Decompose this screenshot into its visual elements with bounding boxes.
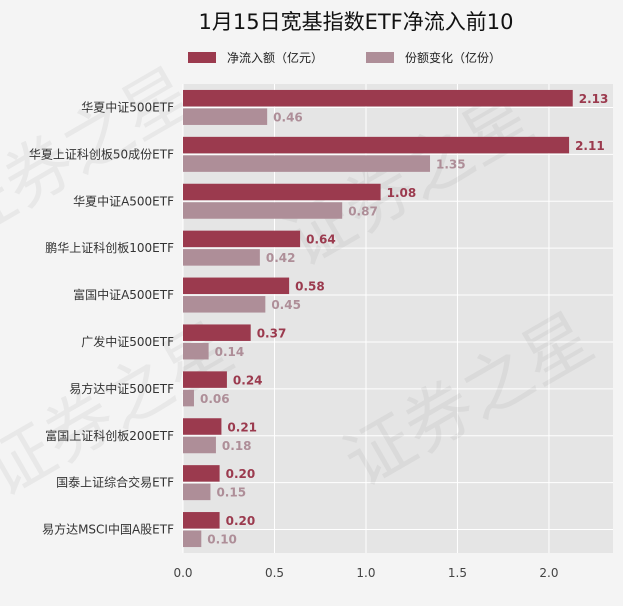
bar-share-change bbox=[183, 155, 431, 172]
bar-net-inflow bbox=[183, 324, 251, 341]
data-label-net-inflow: 2.13 bbox=[579, 92, 609, 106]
x-tick-label: 1.0 bbox=[356, 566, 375, 580]
category-label: 易方达中证500ETF bbox=[69, 381, 174, 396]
bar-net-inflow bbox=[183, 418, 222, 435]
legend-label-net-inflow: 净流入额（亿元） bbox=[227, 50, 323, 65]
category-label: 富国中证A500ETF bbox=[73, 287, 174, 302]
bar-share-change bbox=[183, 436, 216, 454]
data-label-share-change: 0.18 bbox=[222, 439, 252, 453]
category-label: 易方达MSCI中国A股ETF bbox=[42, 522, 174, 537]
data-label-net-inflow: 0.20 bbox=[226, 514, 256, 528]
data-label-net-inflow: 2.11 bbox=[575, 139, 605, 153]
category-label: 富国上证科创板200ETF bbox=[45, 428, 174, 443]
x-tick-label: 0.0 bbox=[173, 566, 192, 580]
bar-share-change bbox=[183, 483, 211, 501]
bar-share-change bbox=[183, 530, 202, 548]
data-label-share-change: 0.10 bbox=[207, 533, 237, 547]
data-label-net-inflow: 0.58 bbox=[295, 280, 325, 294]
category-label: 国泰上证综合交易ETF bbox=[56, 475, 174, 490]
bar-share-change bbox=[183, 249, 260, 266]
x-tick-label: 0.5 bbox=[265, 566, 284, 580]
data-label-net-inflow: 0.37 bbox=[257, 326, 287, 340]
bar-net-inflow bbox=[183, 136, 570, 154]
chart-title: 1月15日宽基指数ETF净流入前10 bbox=[199, 10, 514, 34]
bar-net-inflow bbox=[183, 465, 220, 482]
bar-net-inflow bbox=[183, 277, 290, 295]
data-label-share-change: 0.46 bbox=[273, 110, 303, 124]
category-label: 华夏中证A500ETF bbox=[73, 193, 174, 208]
data-label-share-change: 0.15 bbox=[216, 486, 246, 500]
data-label-net-inflow: 0.64 bbox=[306, 233, 336, 247]
bar-share-change bbox=[183, 296, 266, 313]
category-label: 鹏华上证科创板100ETF bbox=[45, 241, 174, 255]
bar-net-inflow bbox=[183, 89, 573, 107]
x-tick-label: 1.5 bbox=[448, 566, 467, 580]
data-label-share-change: 0.45 bbox=[271, 298, 301, 312]
legend-swatch-share-change bbox=[366, 52, 394, 63]
bar-share-change bbox=[183, 342, 209, 360]
bar-share-change bbox=[183, 108, 268, 125]
x-tick-label: 2.0 bbox=[539, 566, 558, 580]
bar-net-inflow bbox=[183, 371, 227, 388]
bar-net-inflow bbox=[183, 230, 301, 248]
data-label-share-change: 0.06 bbox=[200, 392, 230, 406]
data-label-share-change: 0.42 bbox=[266, 251, 296, 265]
bar-net-inflow bbox=[183, 183, 381, 201]
category-label: 华夏中证500ETF bbox=[81, 99, 174, 114]
category-label: 华夏上证科创板50成份ETF bbox=[29, 147, 174, 161]
legend-label-share-change: 份额变化（亿份） bbox=[405, 50, 501, 65]
data-label-net-inflow: 0.20 bbox=[226, 467, 256, 481]
data-label-share-change: 0.87 bbox=[348, 204, 378, 218]
category-label: 广发中证500ETF bbox=[81, 334, 174, 349]
data-label-net-inflow: 1.08 bbox=[387, 186, 417, 200]
bar-share-change bbox=[183, 202, 343, 219]
data-label-net-inflow: 0.21 bbox=[227, 420, 257, 434]
legend-swatch-net-inflow bbox=[188, 52, 216, 63]
bar-share-change bbox=[183, 389, 194, 407]
data-label-net-inflow: 0.24 bbox=[233, 373, 263, 387]
data-label-share-change: 1.35 bbox=[436, 157, 466, 171]
bar-net-inflow bbox=[183, 512, 220, 529]
data-label-share-change: 0.14 bbox=[215, 345, 245, 359]
